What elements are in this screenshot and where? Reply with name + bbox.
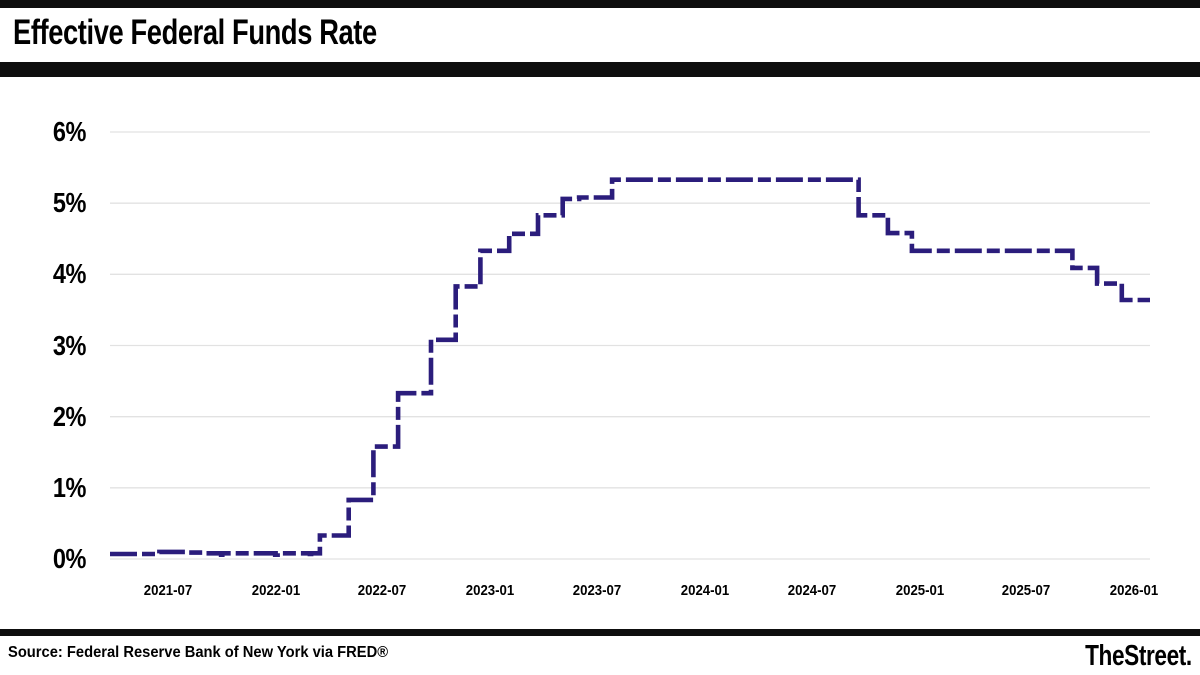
y-tick-label: 4% [52,258,87,290]
x-tick-label: 2024-07 [787,582,836,599]
x-tick-label: 2022-07 [357,582,407,599]
x-tick-label: 2023-07 [572,582,622,599]
footer-divider-bar [0,629,1200,636]
x-tick-label: 2025-01 [895,582,944,599]
x-tick-label: 2023-01 [466,582,515,599]
rate-line [110,177,1150,557]
y-tick-label: 0% [52,543,87,574]
x-tick-label: 2021-07 [143,582,192,599]
x-tick-label: 2024-01 [680,582,730,599]
title-divider-bar [0,62,1200,77]
y-tick-label: 5% [52,187,87,219]
y-tick-label: 3% [52,329,87,361]
page-title: Effective Federal Funds Rate [13,13,377,52]
x-tick-label: 2025-07 [1001,582,1051,599]
top-accent-bar [0,0,1200,8]
x-tick-label: 2026-01 [1109,582,1159,599]
y-tick-label: 6% [52,116,87,147]
thestreet-logo: TheStreet. [1085,640,1192,672]
y-tick-label: 1% [52,471,87,503]
x-tick-label: 2022-01 [251,582,301,599]
source-attribution: Source: Federal Reserve Bank of New York… [8,644,389,661]
y-tick-label: 2% [52,400,87,432]
